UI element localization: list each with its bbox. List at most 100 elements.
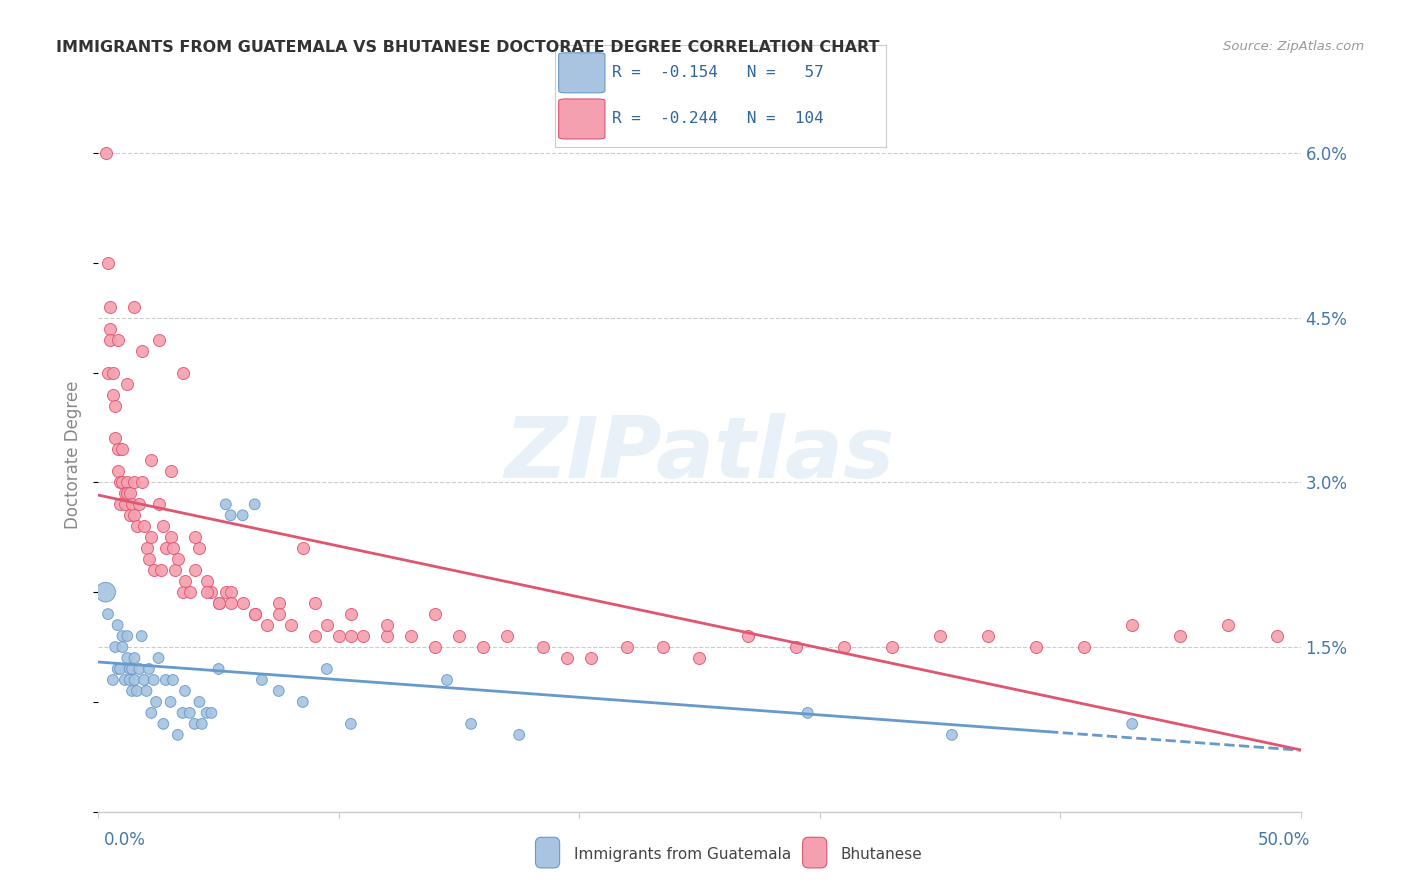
Text: Immigrants from Guatemala: Immigrants from Guatemala [574,847,792,862]
Point [436,673,458,687]
Point [97,607,120,621]
Point [183,530,205,544]
Point [104,432,127,446]
Point [219,596,242,610]
Point [166,728,188,742]
Point [304,629,326,643]
Point [107,618,129,632]
Point [159,530,181,544]
Point [148,497,170,511]
Point [104,399,127,413]
Point [142,563,165,577]
Point [118,508,141,523]
Point [135,684,157,698]
Point [124,651,146,665]
Point [172,585,194,599]
Point [101,387,124,401]
Point [179,706,201,720]
Point [291,695,314,709]
Point [101,673,124,687]
Point [423,640,446,654]
Point [135,541,157,556]
Point [162,541,184,556]
Point [183,563,205,577]
Point [111,475,134,490]
Point [111,442,134,457]
Point [107,442,129,457]
Point [250,673,273,687]
Point [117,475,139,490]
Point [145,695,167,709]
Text: ZIPatlas: ZIPatlas [505,413,894,497]
Point [200,585,222,599]
Point [131,629,153,643]
Point [128,662,150,676]
Point [159,695,181,709]
Point [616,640,638,654]
Point [1265,629,1288,643]
Point [267,607,290,621]
Point [114,673,136,687]
Point [1121,717,1143,731]
Point [111,629,134,643]
Point [131,475,153,490]
Point [195,574,218,589]
Point [179,585,201,599]
Point [132,673,155,687]
Point [200,706,222,720]
Point [155,673,177,687]
Point [256,618,278,632]
Point [340,629,363,643]
Point [125,519,148,533]
Point [155,541,177,556]
Point [148,651,170,665]
Point [100,333,122,347]
Point [1025,640,1047,654]
Text: R =  -0.244   N =  104: R = -0.244 N = 104 [612,112,824,127]
Point [232,508,254,523]
Point [131,343,153,358]
Point [191,717,214,731]
Point [215,497,238,511]
Point [496,629,519,643]
Point [340,717,363,731]
Point [104,640,127,654]
Text: 0.0%: 0.0% [104,831,146,849]
Point [107,464,129,478]
Point [117,629,139,643]
Point [928,629,950,643]
Point [315,618,337,632]
Point [114,497,136,511]
Point [447,629,470,643]
Point [121,497,143,511]
Point [172,706,194,720]
Point [267,684,290,698]
Point [460,717,482,731]
Point [555,651,578,665]
Point [315,662,337,676]
Point [977,629,1000,643]
Text: IMMIGRANTS FROM GUATEMALA VS BHUTANESE DOCTORATE DEGREE CORRELATION CHART: IMMIGRANTS FROM GUATEMALA VS BHUTANESE D… [56,40,880,55]
Point [208,662,231,676]
Point [340,607,363,621]
Point [159,464,181,478]
Point [1218,618,1240,632]
Point [124,300,146,314]
Point [101,366,124,380]
Point [94,146,117,161]
Point [785,640,807,654]
Text: R =  -0.154   N =   57: R = -0.154 N = 57 [612,65,824,80]
Point [124,508,146,523]
FancyBboxPatch shape [558,53,605,93]
Point [232,596,254,610]
Point [328,629,350,643]
Point [689,651,711,665]
Point [215,585,238,599]
Point [138,552,160,566]
Point [165,563,187,577]
Point [941,728,963,742]
Point [375,629,398,643]
Point [188,541,211,556]
Point [174,574,197,589]
Point [141,530,163,544]
